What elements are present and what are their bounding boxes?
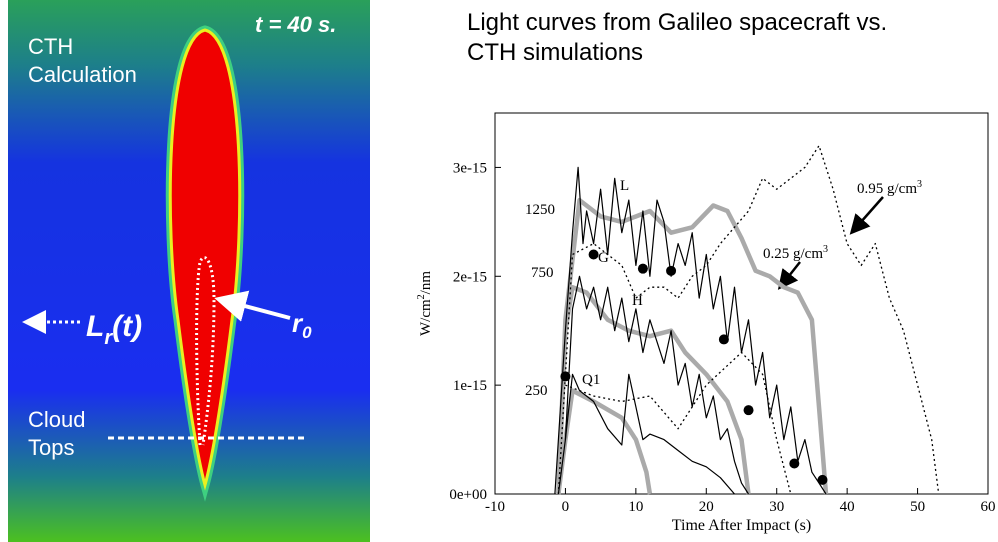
x-tick-label: 20 bbox=[699, 499, 714, 515]
sim-label: CTH bbox=[28, 34, 73, 59]
annotation: 0.25 g/cm3 bbox=[763, 244, 828, 262]
annotation-text: Q1 bbox=[582, 372, 600, 388]
radius-label: r0 bbox=[292, 308, 312, 342]
series-line bbox=[556, 197, 829, 495]
y-tick-label: 2e-15 bbox=[453, 269, 487, 285]
x-tick-label: 10 bbox=[628, 499, 643, 515]
x-tick-label: 40 bbox=[840, 499, 855, 515]
flux-label: Lr(t) bbox=[86, 310, 142, 349]
annotation-text: 0.25 g/cm bbox=[763, 246, 823, 262]
flux-argument: (t) bbox=[112, 310, 142, 343]
chart: -10 0 10 20 30 40 50 60 0e+00 1e-15 2e-15 3e-15 Time… bbox=[416, 112, 996, 534]
flux-subscript: r bbox=[104, 327, 113, 349]
time-label: t = 40 s. bbox=[255, 12, 336, 37]
title: Light curves from Galileo spacecraft vs. bbox=[467, 9, 887, 36]
annotation: 0.95 g/cm3 bbox=[857, 179, 922, 197]
series-line bbox=[557, 373, 735, 495]
annotation: H bbox=[632, 293, 643, 309]
plot-frame bbox=[494, 112, 989, 495]
cloud-tops-label: Tops bbox=[28, 435, 74, 460]
annotation-text: L bbox=[620, 178, 629, 194]
y-tick-label: 0e+00 bbox=[449, 487, 487, 503]
x-axis-label: Time After Impact (s) bbox=[672, 517, 811, 534]
data-point bbox=[817, 474, 828, 485]
x-tick-label: 50 bbox=[910, 499, 925, 515]
y-label-unit: W/cm bbox=[418, 299, 434, 336]
annotation-arrow bbox=[849, 196, 884, 235]
data-point bbox=[743, 405, 754, 416]
y-label-unit: /nm bbox=[418, 271, 434, 295]
data-point bbox=[560, 371, 571, 382]
annotation-text: H bbox=[632, 293, 643, 309]
y-label-superscript: 2 bbox=[416, 294, 427, 299]
annotation-superscript: 3 bbox=[823, 244, 828, 255]
annotation-text: 0.95 g/cm bbox=[857, 181, 917, 197]
annotation: L bbox=[620, 178, 629, 194]
simulation-panel: t = 40 s. CTH Calculation Cloud Tops Lr(… bbox=[8, 0, 370, 542]
data-point bbox=[666, 265, 677, 276]
y-tick-label: 1e-15 bbox=[453, 378, 487, 394]
data-point bbox=[718, 334, 729, 345]
data-point bbox=[637, 263, 648, 274]
annotation: 750 bbox=[531, 265, 554, 281]
series-line bbox=[564, 275, 750, 495]
series-line bbox=[557, 145, 940, 495]
flux-symbol: L bbox=[86, 310, 104, 343]
series-line bbox=[565, 351, 792, 495]
x-tick-label: 0 bbox=[562, 499, 570, 515]
radius-symbol: r bbox=[292, 308, 304, 338]
annotation-arrow bbox=[777, 261, 801, 290]
cloud-tops-label: Cloud bbox=[28, 407, 85, 432]
data-point bbox=[588, 249, 599, 260]
radius-subscript: 0 bbox=[302, 323, 312, 342]
annotation-text: 750 bbox=[531, 265, 554, 281]
y-tick-label: 3e-15 bbox=[453, 160, 487, 176]
x-tick-label: 60 bbox=[981, 499, 996, 515]
radius-arrow bbox=[214, 290, 291, 322]
x-tick-label: -10 bbox=[485, 499, 505, 515]
annotation-text: 1250 bbox=[525, 202, 555, 218]
annotation-text: G bbox=[598, 250, 609, 266]
annotation-text: 250 bbox=[525, 383, 548, 399]
sim-label: Calculation bbox=[28, 62, 137, 87]
annotation: G bbox=[598, 250, 609, 266]
title: CTH simulations bbox=[467, 39, 643, 66]
series-line bbox=[556, 284, 751, 495]
annotation-superscript: 3 bbox=[917, 179, 922, 190]
x-tick-label: 30 bbox=[769, 499, 784, 515]
annotation: 250 bbox=[525, 383, 548, 399]
annotation: Q1 bbox=[582, 372, 600, 388]
inner-contour bbox=[195, 256, 216, 446]
y-axis-label: W/cm2/nm bbox=[416, 271, 434, 336]
series-line bbox=[554, 166, 827, 495]
annotation: 1250 bbox=[525, 202, 555, 218]
data-point bbox=[789, 458, 800, 469]
